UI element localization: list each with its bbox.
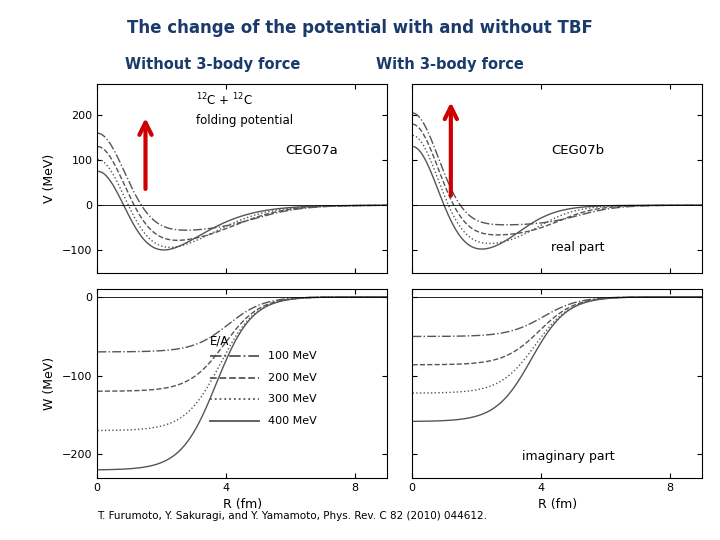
Text: CEG07a: CEG07a [286, 144, 338, 157]
Text: CEG07b: CEG07b [552, 144, 604, 157]
Y-axis label: W (MeV): W (MeV) [43, 357, 56, 410]
Text: folding potential: folding potential [196, 114, 293, 127]
Text: imaginary part: imaginary part [522, 450, 615, 463]
Text: $^{12}$C + $^{12}$C: $^{12}$C + $^{12}$C [196, 91, 253, 108]
Text: With 3-body force: With 3-body force [376, 57, 524, 72]
X-axis label: R (fm): R (fm) [538, 498, 577, 511]
Text: E/A: E/A [210, 334, 230, 347]
Text: Without 3-body force: Without 3-body force [125, 57, 300, 72]
Y-axis label: V (MeV): V (MeV) [43, 153, 56, 203]
Text: T. Furumoto, Y. Sakuragi, and Y. Yamamoto, Phys. Rev. C 82 (2010) 044612.: T. Furumoto, Y. Sakuragi, and Y. Yamamot… [97, 511, 487, 521]
Text: 100 MeV: 100 MeV [268, 351, 317, 361]
Text: 300 MeV: 300 MeV [268, 394, 317, 404]
Text: 400 MeV: 400 MeV [268, 416, 317, 426]
Text: 200 MeV: 200 MeV [268, 373, 317, 383]
X-axis label: R (fm): R (fm) [222, 498, 261, 511]
Text: The change of the potential with and without TBF: The change of the potential with and wit… [127, 19, 593, 37]
Text: real part: real part [552, 241, 605, 254]
